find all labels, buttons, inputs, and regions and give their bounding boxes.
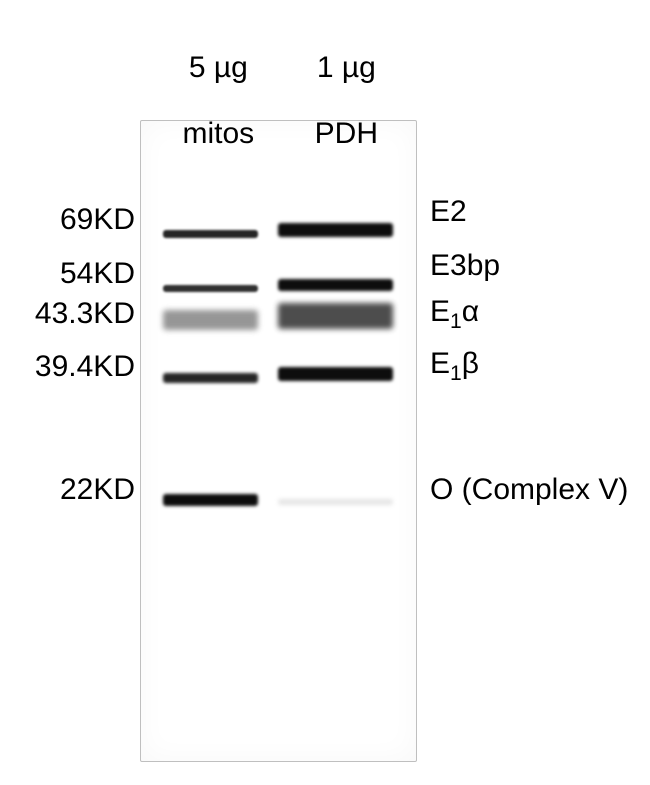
band-label: E3bp (430, 249, 500, 283)
blot-band (163, 494, 258, 506)
blot-frame (140, 120, 417, 762)
lane-header-mitos: 5 µg mitos (150, 18, 270, 150)
mw-label: 39.4KD (0, 350, 135, 384)
mw-label: 22KD (0, 473, 135, 507)
mw-label: 43.3KD (0, 297, 135, 331)
band-label: E1α (430, 295, 479, 329)
mw-label: 54KD (0, 257, 135, 291)
blot-band (278, 499, 393, 505)
band-label: E1β (430, 347, 479, 381)
lane-header-line1: 5 µg (189, 51, 248, 84)
blot-band (163, 285, 258, 292)
mw-label: 69KD (0, 203, 135, 237)
lane-header-pdh: 1 µg PDH (278, 18, 398, 150)
blot-band (278, 303, 393, 329)
band-label: E2 (430, 195, 467, 229)
band-label: O (Complex V) (430, 473, 628, 507)
lane-header-line1: 1 µg (317, 51, 376, 84)
blot-band (163, 310, 258, 330)
blot-band (163, 373, 258, 383)
blot-band (278, 367, 393, 381)
lane-header-line2: mitos (182, 117, 254, 150)
blot-band (163, 230, 258, 238)
lane-header-line2: PDH (315, 117, 378, 150)
blot-band (278, 279, 393, 291)
blot-band (278, 223, 393, 237)
